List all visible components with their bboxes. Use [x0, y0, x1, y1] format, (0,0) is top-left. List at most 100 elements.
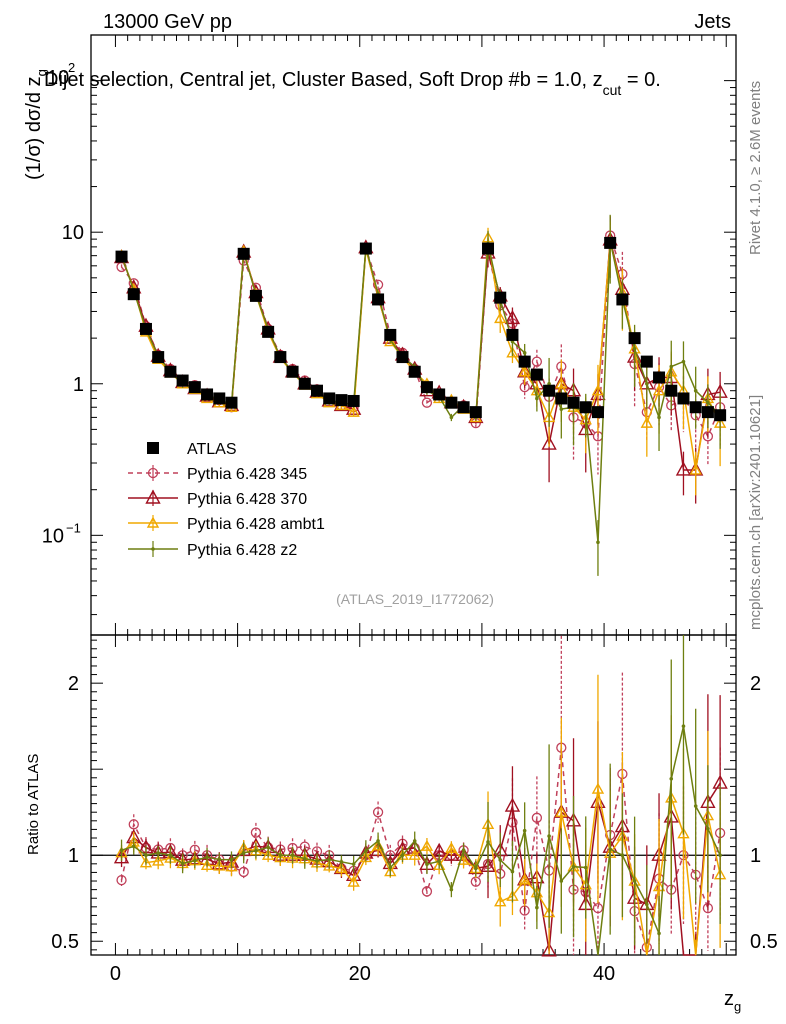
ratio-point [443, 846, 460, 861]
ratio-point [131, 844, 136, 849]
data-point [559, 407, 564, 411]
ratio-point [241, 851, 246, 855]
atlas-point [567, 396, 580, 409]
data-point [640, 416, 654, 428]
ratio-point [541, 942, 557, 957]
legend-label: ATLAS [187, 441, 237, 458]
ratio-point [168, 853, 173, 858]
ratio-point [180, 861, 185, 866]
atlas-point [677, 392, 690, 405]
ytop-overlap-sup: 2 [68, 60, 75, 75]
ratio-point [376, 839, 380, 843]
atlas-point [359, 242, 372, 255]
data-point [675, 461, 692, 476]
legend-label: Pythia 6.428 345 [187, 466, 307, 483]
atlas-point [164, 365, 177, 378]
data-point [531, 356, 543, 367]
legend-marker [145, 489, 161, 504]
data-point [555, 377, 568, 389]
legend-item: ATLAS [147, 441, 237, 458]
data-point [504, 309, 521, 325]
atlas-point [445, 396, 458, 409]
ratio-point [535, 905, 539, 910]
ytop-overlap-label: 10 [47, 67, 69, 89]
ratio-point [425, 862, 429, 867]
ratio-point [400, 853, 405, 858]
data-point [596, 540, 600, 545]
atlas-point [262, 325, 275, 338]
atlas-point [653, 371, 666, 384]
ratio-point [571, 864, 576, 869]
main-series [113, 214, 728, 576]
atlas-point [347, 394, 360, 407]
ratio-point [632, 879, 637, 883]
atlas-point [152, 351, 165, 364]
data-point [421, 397, 433, 408]
ratio-point [225, 860, 238, 872]
ratio-point [335, 862, 348, 874]
atlas-point [201, 388, 214, 401]
legend-item: Pythia 6.428 370 [128, 489, 307, 508]
ratio-point [706, 826, 710, 831]
atlas-point [543, 384, 556, 397]
atlas-point [457, 401, 470, 414]
ratio-series-z2 [119, 635, 722, 956]
data-point [518, 365, 531, 377]
ratio-point [278, 853, 283, 858]
atlas-point [530, 368, 543, 381]
data-point [657, 415, 661, 420]
data-point [494, 311, 507, 324]
atlas-point [176, 374, 189, 387]
x-tick-label: 20 [349, 963, 371, 985]
legend-label: Pythia 6.428 ambt1 [187, 516, 325, 533]
atlas-point [372, 293, 385, 306]
y-tick-label-sup: −1 [66, 520, 81, 535]
atlas-point [555, 392, 568, 405]
ratio-point [351, 862, 356, 866]
series-atlas [115, 236, 727, 422]
legend-label: Pythia 6.428 z2 [187, 542, 297, 559]
legend-marker [147, 467, 159, 479]
atlas-point [213, 392, 226, 405]
atlas-point [115, 250, 128, 263]
ratio-point [339, 860, 344, 864]
atlas-point [310, 384, 323, 397]
ratio-line [121, 726, 721, 956]
atlas-point [188, 381, 201, 394]
ratio-point [372, 807, 384, 818]
beam-label: 13000 GeV pp [103, 11, 232, 33]
data-point [706, 400, 710, 405]
ratio-series-p345 [116, 635, 726, 955]
ratio-point [677, 827, 690, 839]
atlas-point [701, 406, 714, 419]
ratio-point [559, 879, 564, 883]
atlas-point [237, 247, 250, 260]
ratio-point [531, 812, 543, 823]
ratio-y-tick-label: 2 [68, 673, 79, 695]
subtitle-part-b: b = 1.0, z [520, 69, 603, 91]
atlas-point [494, 291, 507, 304]
ratio-point [217, 857, 222, 862]
ratio-point [592, 903, 604, 914]
data-point [632, 347, 637, 351]
atlas-point [335, 394, 348, 407]
data-point [541, 435, 557, 450]
rivet-label: Rivet 4.1.0, ≥ 2.6M events [747, 81, 764, 255]
data-point [449, 415, 454, 420]
legend-item: Pythia 6.428 ambt1 [128, 515, 325, 533]
ratio-point [486, 840, 490, 844]
atlas-point [286, 365, 299, 378]
y-tick-label: 10 [42, 525, 64, 547]
atlas-point [482, 242, 495, 255]
ratio-point [498, 858, 503, 862]
ratio-point [412, 839, 417, 843]
atlas-point [249, 289, 262, 302]
atlas-point [628, 332, 641, 345]
data-point [693, 388, 698, 393]
data-point [591, 384, 605, 396]
ratio-point [681, 724, 686, 728]
atlas-point [714, 409, 727, 422]
ratio-point [494, 895, 507, 907]
ratio-y-tick-label: 1 [68, 845, 79, 867]
